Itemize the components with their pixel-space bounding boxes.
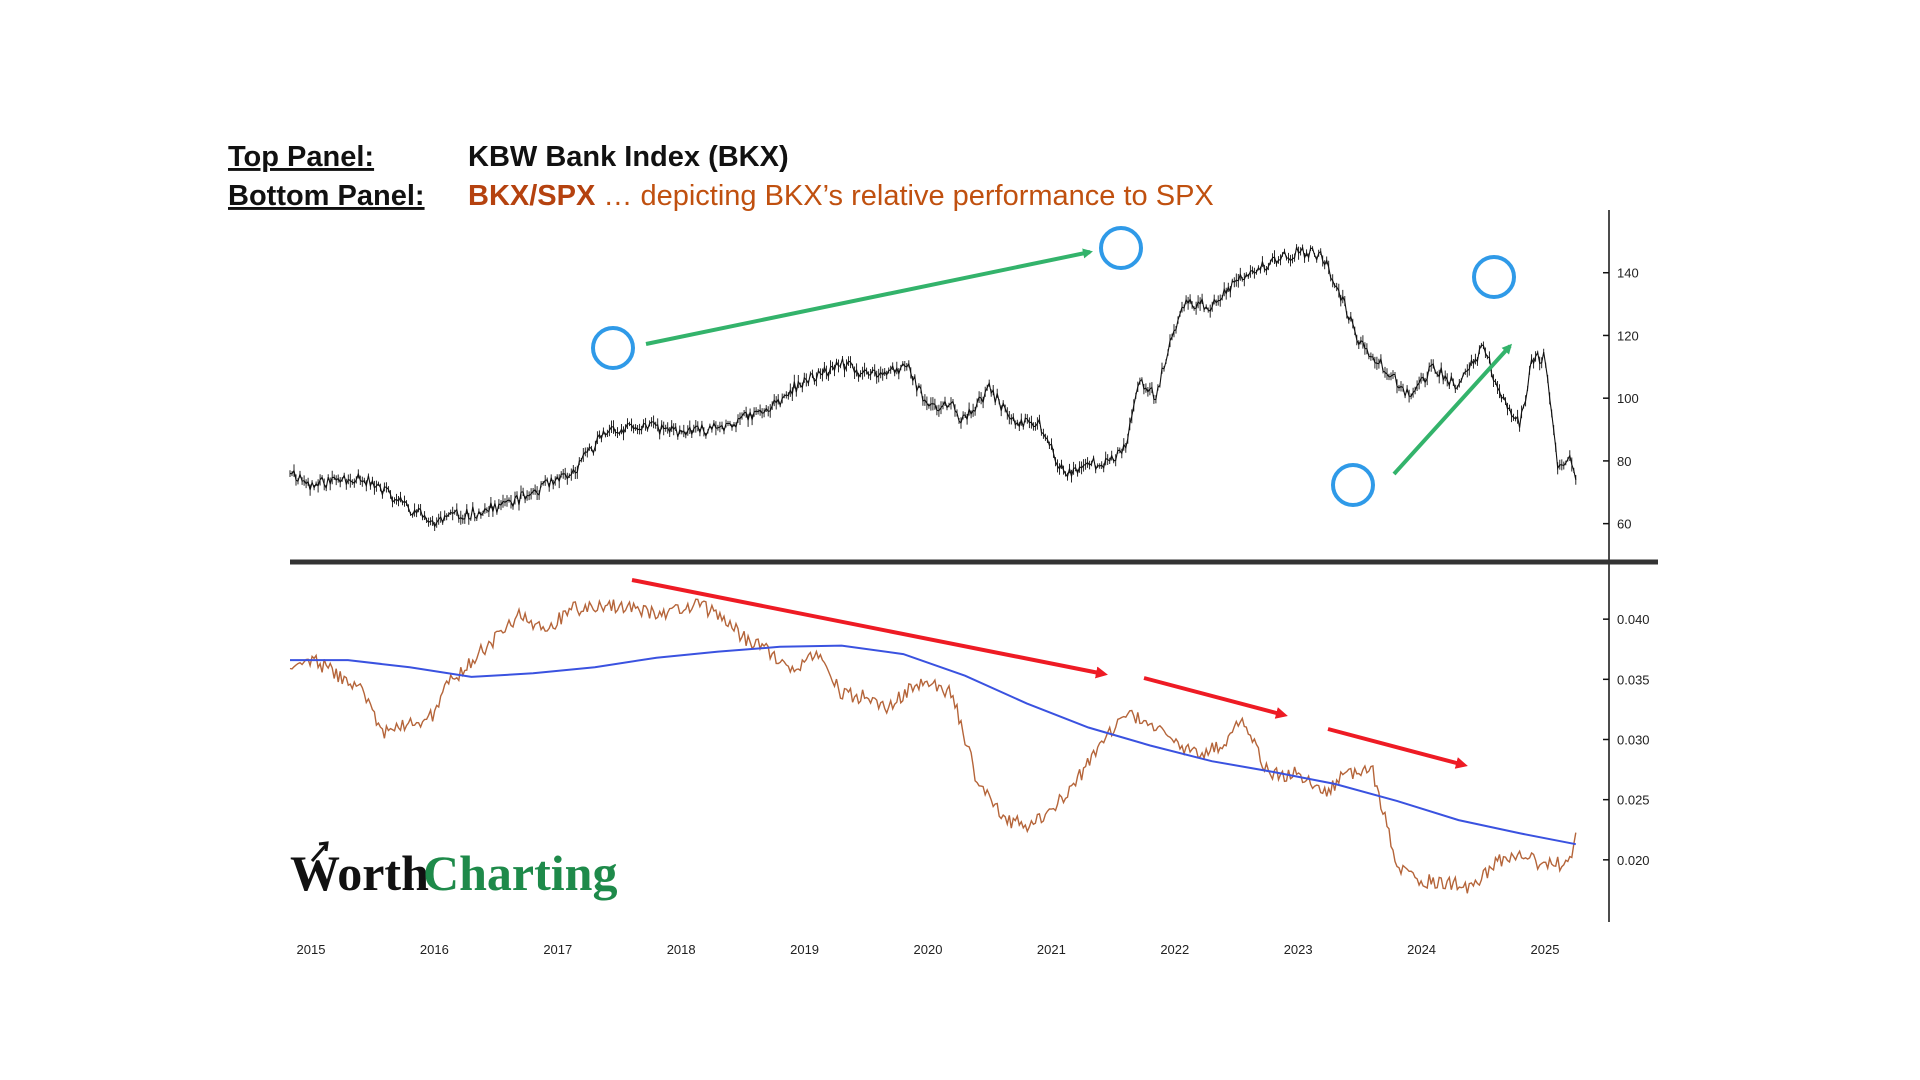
bottom-y-tick-label: 0.020 bbox=[1617, 853, 1650, 868]
logo-word-worth: Worth bbox=[290, 845, 429, 901]
x-axis: 2015 2016 2017 2018 2019 2020 2021 2022 2023 2024… bbox=[297, 942, 1560, 957]
top-y-tick-label: 60 bbox=[1617, 517, 1631, 532]
top-y-axis: 60 80 100 120 140 bbox=[1603, 266, 1639, 532]
x-tick-label: 2015 bbox=[297, 942, 326, 957]
x-tick-label: 2025 bbox=[1531, 942, 1560, 957]
moving-average-line bbox=[290, 644, 1576, 846]
x-tick-label: 2023 bbox=[1284, 942, 1313, 957]
top-y-tick-label: 100 bbox=[1617, 391, 1639, 406]
highlight-circle-2024-high bbox=[1472, 255, 1516, 299]
bottom-y-tick-label: 0.030 bbox=[1617, 732, 1650, 747]
up-arrow-long bbox=[645, 248, 1093, 346]
bkx-spx-ratio-line bbox=[289, 598, 1577, 894]
bkx-price-line bbox=[289, 245, 1577, 528]
top-panel-label: Top Panel: bbox=[228, 141, 374, 173]
top-y-tick-label: 120 bbox=[1617, 328, 1639, 343]
top-y-tick-label: 140 bbox=[1617, 266, 1639, 281]
x-tick-label: 2021 bbox=[1037, 942, 1066, 957]
x-tick-label: 2020 bbox=[914, 942, 943, 957]
x-tick-label: 2024 bbox=[1407, 942, 1436, 957]
highlight-circle-2017-high bbox=[591, 326, 635, 370]
bottom-panel-label: Bottom Panel: bbox=[228, 180, 425, 212]
bottom-panel-title: BKX/SPX … depicting BKX’s relative perfo… bbox=[468, 180, 1214, 212]
logo-arrow-icon bbox=[310, 844, 328, 862]
bottom-panel-plot bbox=[289, 598, 1577, 894]
highlight-circle-2023-low bbox=[1331, 463, 1375, 507]
annotations bbox=[591, 226, 1516, 769]
x-tick-label: 2016 bbox=[420, 942, 449, 957]
bottom-panel-title-bold: BKX/SPX bbox=[468, 180, 596, 212]
bottom-y-tick-label: 0.040 bbox=[1617, 612, 1650, 627]
up-arrow-short bbox=[1392, 343, 1513, 476]
down-arrow-3 bbox=[1327, 727, 1468, 769]
top-panel-title: KBW Bank Index (BKX) bbox=[468, 141, 789, 173]
x-tick-label: 2018 bbox=[667, 942, 696, 957]
bkx-price-bars bbox=[289, 244, 1577, 531]
bottom-y-tick-label: 0.035 bbox=[1617, 672, 1650, 687]
highlight-circle-2021-high bbox=[1099, 226, 1143, 270]
bottom-panel-title-rest: … depicting BKX’s relative performance t… bbox=[595, 180, 1213, 212]
x-tick-label: 2019 bbox=[790, 942, 819, 957]
x-tick-label: 2017 bbox=[543, 942, 572, 957]
logo-arrowhead-icon bbox=[318, 841, 329, 852]
top-panel-plot bbox=[289, 244, 1577, 531]
chart-header: Top Panel: KBW Bank Index (BKX) Bottom P… bbox=[228, 141, 1214, 212]
x-tick-label: 2022 bbox=[1160, 942, 1189, 957]
worth-charting-logo: Worth Charting bbox=[290, 841, 617, 901]
down-arrow-1 bbox=[631, 578, 1108, 679]
down-arrow-2 bbox=[1143, 676, 1288, 719]
bottom-y-axis: 0.020 0.025 0.030 0.035 0.040 bbox=[1603, 612, 1650, 868]
bottom-y-tick-label: 0.025 bbox=[1617, 793, 1650, 808]
top-y-tick-label: 80 bbox=[1617, 454, 1631, 469]
logo-word-charting: Charting bbox=[423, 845, 617, 901]
